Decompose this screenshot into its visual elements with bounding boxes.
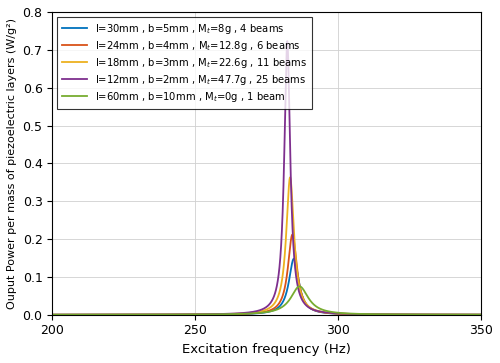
l=30mm , b=5mm , M$_t$=8g , 4 beams — [456, 313, 462, 317]
l=24mm , b=4mm , M$_t$=12.8g , 6 beams — [49, 313, 55, 317]
l=18mm , b=3mm , M$_t$=22.6g , 11 beams — [49, 313, 55, 317]
l=24mm , b=4mm , M$_t$=12.8g , 6 beams — [51, 313, 57, 317]
Line: l=24mm , b=4mm , M$_t$=12.8g , 6 beams: l=24mm , b=4mm , M$_t$=12.8g , 6 beams — [52, 234, 481, 315]
l=60mm , b=10mm , M$_t$=0g , 1 beam — [67, 313, 73, 317]
l=24mm , b=4mm , M$_t$=12.8g , 6 beams — [456, 313, 462, 317]
Legend: l=30mm , b=5mm , M$_t$=8g , 4 beams, l=24mm , b=4mm , M$_t$=12.8g , 6 beams, l=1: l=30mm , b=5mm , M$_t$=8g , 4 beams, l=2… — [57, 17, 312, 109]
Line: l=60mm , b=10mm , M$_t$=0g , 1 beam: l=60mm , b=10mm , M$_t$=0g , 1 beam — [52, 286, 481, 315]
l=60mm , b=10mm , M$_t$=0g , 1 beam — [134, 313, 140, 317]
l=30mm , b=5mm , M$_t$=8g , 4 beams — [49, 313, 55, 317]
l=30mm , b=5mm , M$_t$=8g , 4 beams — [51, 313, 57, 317]
Line: l=12mm , b=2mm , M$_t$=47.7g , 25 beams: l=12mm , b=2mm , M$_t$=47.7g , 25 beams — [52, 41, 481, 315]
l=12mm , b=2mm , M$_t$=47.7g , 25 beams — [478, 313, 484, 317]
l=60mm , b=10mm , M$_t$=0g , 1 beam — [259, 310, 265, 315]
l=60mm , b=10mm , M$_t$=0g , 1 beam — [456, 313, 462, 317]
l=12mm , b=2mm , M$_t$=47.7g , 25 beams — [51, 313, 57, 317]
l=18mm , b=3mm , M$_t$=22.6g , 11 beams — [287, 175, 293, 180]
l=60mm , b=10mm , M$_t$=0g , 1 beam — [49, 313, 55, 317]
l=12mm , b=2mm , M$_t$=47.7g , 25 beams — [75, 313, 81, 317]
Line: l=30mm , b=5mm , M$_t$=8g , 4 beams: l=30mm , b=5mm , M$_t$=8g , 4 beams — [52, 259, 481, 315]
l=12mm , b=2mm , M$_t$=47.7g , 25 beams — [49, 313, 55, 317]
l=18mm , b=3mm , M$_t$=22.6g , 11 beams — [51, 313, 57, 317]
l=12mm , b=2mm , M$_t$=47.7g , 25 beams — [456, 313, 462, 317]
l=24mm , b=4mm , M$_t$=12.8g , 6 beams — [478, 313, 484, 317]
l=24mm , b=4mm , M$_t$=12.8g , 6 beams — [134, 313, 140, 317]
l=60mm , b=10mm , M$_t$=0g , 1 beam — [296, 284, 302, 289]
l=18mm , b=3mm , M$_t$=22.6g , 11 beams — [75, 313, 81, 317]
l=24mm , b=4mm , M$_t$=12.8g , 6 beams — [259, 310, 265, 314]
l=30mm , b=5mm , M$_t$=8g , 4 beams — [259, 311, 265, 315]
l=30mm , b=5mm , M$_t$=8g , 4 beams — [67, 313, 73, 317]
l=18mm , b=3mm , M$_t$=22.6g , 11 beams — [67, 313, 73, 317]
l=30mm , b=5mm , M$_t$=8g , 4 beams — [134, 313, 140, 317]
l=60mm , b=10mm , M$_t$=0g , 1 beam — [51, 313, 57, 317]
l=12mm , b=2mm , M$_t$=47.7g , 25 beams — [259, 307, 265, 311]
X-axis label: Excitation frequency (Hz): Excitation frequency (Hz) — [182, 343, 351, 356]
Y-axis label: Ouput Power per mass of piezoelectric layers (W/g²): Ouput Power per mass of piezoelectric la… — [7, 18, 17, 309]
l=18mm , b=3mm , M$_t$=22.6g , 11 beams — [478, 313, 484, 317]
l=30mm , b=5mm , M$_t$=8g , 4 beams — [75, 313, 81, 317]
l=18mm , b=3mm , M$_t$=22.6g , 11 beams — [456, 313, 462, 317]
l=12mm , b=2mm , M$_t$=47.7g , 25 beams — [134, 313, 140, 317]
l=18mm , b=3mm , M$_t$=22.6g , 11 beams — [134, 313, 140, 317]
l=24mm , b=4mm , M$_t$=12.8g , 6 beams — [290, 232, 296, 237]
l=60mm , b=10mm , M$_t$=0g , 1 beam — [478, 313, 484, 317]
l=12mm , b=2mm , M$_t$=47.7g , 25 beams — [284, 39, 290, 43]
l=24mm , b=4mm , M$_t$=12.8g , 6 beams — [67, 313, 73, 317]
l=18mm , b=3mm , M$_t$=22.6g , 11 beams — [259, 309, 265, 313]
l=24mm , b=4mm , M$_t$=12.8g , 6 beams — [75, 313, 81, 317]
l=30mm , b=5mm , M$_t$=8g , 4 beams — [478, 313, 484, 317]
l=60mm , b=10mm , M$_t$=0g , 1 beam — [75, 313, 81, 317]
Line: l=18mm , b=3mm , M$_t$=22.6g , 11 beams: l=18mm , b=3mm , M$_t$=22.6g , 11 beams — [52, 178, 481, 315]
l=30mm , b=5mm , M$_t$=8g , 4 beams — [291, 257, 297, 261]
l=12mm , b=2mm , M$_t$=47.7g , 25 beams — [67, 313, 73, 317]
